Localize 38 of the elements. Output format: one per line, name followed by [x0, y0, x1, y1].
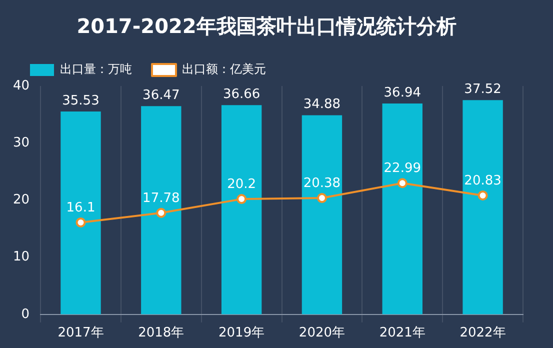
x-tick-label: 2020年 [298, 326, 346, 341]
x-tick-label: 2021年 [379, 326, 426, 341]
point [478, 190, 488, 200]
y-tick-label: 30 [12, 135, 30, 150]
data-label: 22.99 [384, 161, 421, 176]
x-tick-label: 2017年 [58, 326, 104, 341]
data-label: 20.38 [303, 176, 341, 191]
point [397, 178, 408, 188]
bar [221, 105, 262, 314]
data-label: 36.66 [222, 86, 260, 102]
data-label: 16.1 [66, 200, 96, 216]
data-label: 36.94 [384, 85, 421, 100]
bar [60, 112, 101, 314]
point [76, 217, 86, 228]
data-label: 17.78 [142, 190, 180, 206]
x-tick-label: 2022年 [460, 326, 506, 341]
x-tick-label: 2019年 [218, 326, 265, 341]
data-label: 34.88 [303, 97, 341, 112]
y-tick-label: 20 [12, 192, 30, 208]
bar [382, 103, 422, 314]
bar [141, 106, 182, 314]
bar [302, 115, 342, 314]
x-tick-label: 2018年 [138, 326, 184, 341]
chart-title: 2017-2022年我国茶叶出口情况统计分析 [76, 14, 456, 38]
point [316, 193, 327, 204]
data-label: 20.2 [227, 176, 256, 192]
legend-label: 出口量：万吨 [60, 62, 132, 76]
legend-label: 出口额：亿美元 [182, 62, 266, 76]
data-label: 36.47 [142, 88, 180, 104]
y-tick-label: 40 [12, 78, 30, 94]
y-tick-label: 0 [21, 306, 30, 322]
y-tick-label: 10 [12, 250, 30, 265]
data-label: 37.52 [464, 82, 502, 98]
point [236, 194, 247, 204]
bar [462, 100, 503, 314]
point [156, 208, 166, 218]
data-label: 20.83 [464, 173, 502, 188]
data-label: 35.53 [62, 93, 100, 108]
